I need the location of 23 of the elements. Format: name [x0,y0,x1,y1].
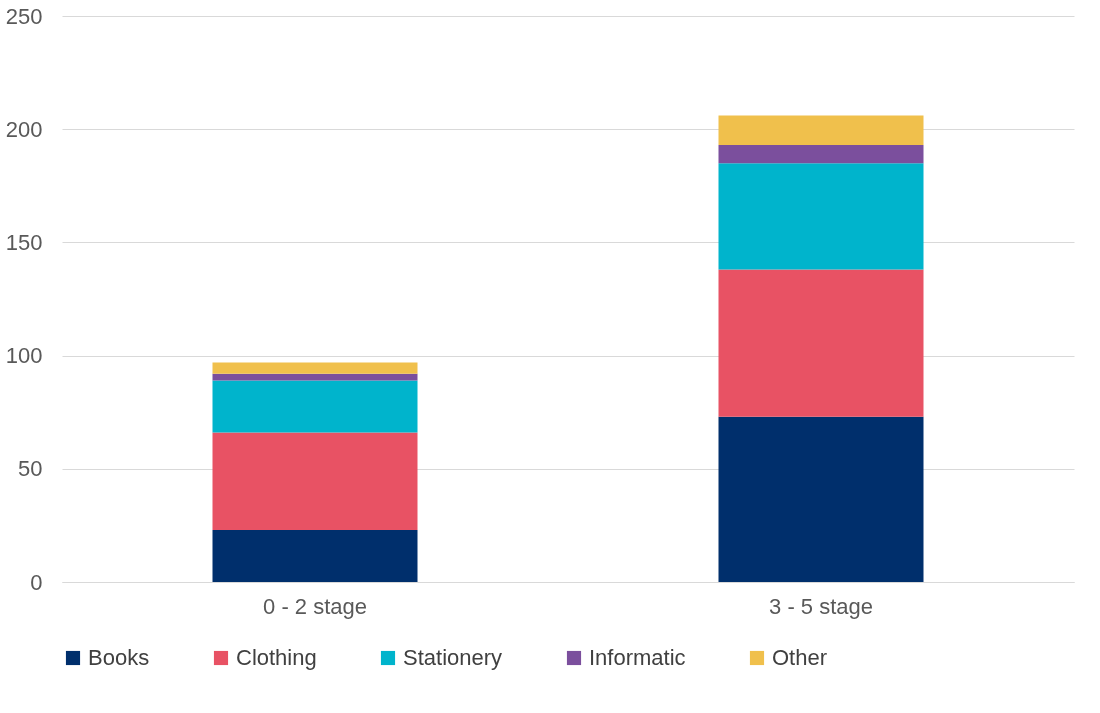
bar [718,269,924,417]
legend-label: Clothing [236,645,317,670]
bar [718,416,924,582]
bar [718,115,924,146]
bar [212,432,418,530]
y-tick-label: 0 [30,569,43,595]
x-tick-label: 0 - 2 stage [263,593,367,619]
legend-label: Stationery [403,645,503,670]
y-tick-label: 200 [5,116,43,142]
bar [212,380,418,433]
y-tick-label: 100 [5,343,43,369]
bar [718,163,924,270]
bar [212,373,418,381]
y-tick-label: 150 [5,229,43,255]
legend-label: Books [88,645,150,670]
legend-label: Informatic [589,645,686,670]
y-tick-label: 50 [18,456,43,482]
x-tick-label: 3 - 5 stage [769,593,873,619]
bar [718,145,924,164]
y-tick-label: 250 [5,3,43,29]
legend-label: Other [772,645,828,670]
bar [212,529,418,582]
bar [212,362,418,374]
